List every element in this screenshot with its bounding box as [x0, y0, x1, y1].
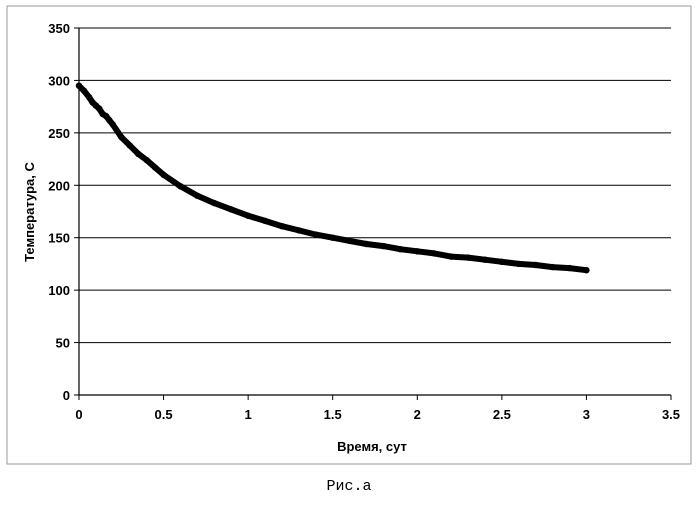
data-point [346, 238, 352, 244]
data-point [76, 83, 82, 89]
x-tick-label: 1.5 [324, 407, 342, 422]
x-tick-label: 0 [75, 407, 82, 422]
data-point [177, 183, 183, 189]
data-point [262, 218, 268, 224]
x-tick-label: 0.5 [155, 407, 173, 422]
data-point [296, 227, 302, 233]
y-tick-label: 350 [48, 21, 70, 36]
data-point [414, 248, 420, 254]
data-point [431, 250, 437, 256]
y-tick-label: 200 [48, 178, 70, 193]
x-tick-label: 2.5 [493, 407, 511, 422]
data-point [110, 121, 116, 127]
y-tick-label: 150 [48, 231, 70, 246]
y-tick-label: 0 [63, 388, 70, 403]
figure-caption: Рис.а [0, 478, 698, 495]
y-tick-label: 250 [48, 126, 70, 141]
data-point [118, 134, 124, 140]
data-point [81, 88, 87, 94]
x-tick-label: 2 [414, 407, 421, 422]
data-point [482, 257, 488, 263]
x-axis-title: Время, сут [337, 439, 407, 454]
y-tick-label: 100 [48, 283, 70, 298]
data-point [533, 262, 539, 268]
x-tick-label: 1 [245, 407, 252, 422]
data-point [228, 206, 234, 212]
data-point [549, 264, 555, 270]
data-point [380, 243, 386, 249]
data-point [135, 151, 141, 157]
data-point [144, 157, 150, 163]
y-tick-label: 300 [48, 73, 70, 88]
data-point [211, 200, 217, 206]
data-point [499, 259, 505, 265]
x-tick-label: 3 [583, 407, 590, 422]
data-point [516, 261, 522, 267]
data-point [160, 172, 166, 178]
data-point [127, 142, 133, 148]
data-point [583, 267, 589, 273]
data-point [96, 106, 102, 112]
y-axis-title: Температура, С [22, 162, 37, 262]
data-point [330, 235, 336, 241]
plot-area [79, 28, 671, 395]
data-point [152, 164, 158, 170]
data-point [279, 223, 285, 229]
data-point [566, 265, 572, 271]
data-point [245, 213, 251, 219]
data-point [363, 241, 369, 247]
data-point [465, 254, 471, 260]
data-point [313, 231, 319, 237]
data-point [194, 193, 200, 199]
x-tick-label: 3.5 [662, 407, 680, 422]
data-point [397, 246, 403, 252]
data-point [448, 253, 454, 259]
y-tick-label: 50 [56, 336, 70, 351]
